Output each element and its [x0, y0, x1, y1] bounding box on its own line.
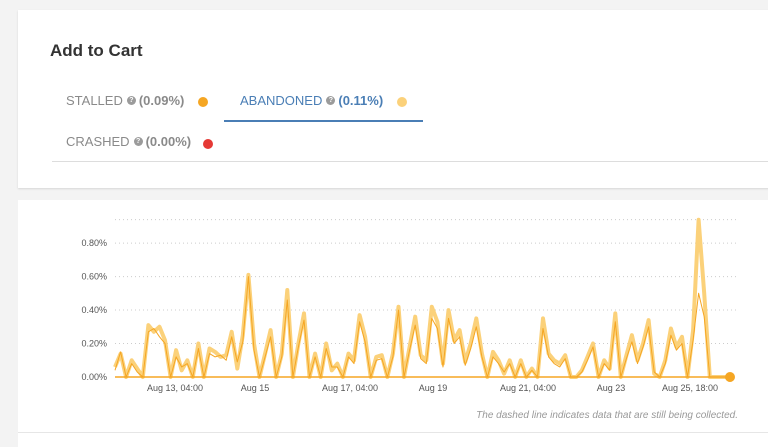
series-line-1[interactable] [114, 276, 732, 378]
tab-abandoned-label: ABANDONED [240, 93, 323, 108]
chart-card: 0.00% 0.20% 0.40% 0.60% 0.80% Aug 13, 04:00 A… [18, 200, 768, 447]
y-tick-label: 0.40% [81, 305, 107, 315]
y-tick-label: 0.20% [81, 339, 107, 349]
tabs-divider [52, 161, 768, 162]
help-icon[interactable]: ? [126, 96, 136, 105]
x-tick-label: Aug 17, 04:00 [322, 383, 378, 393]
tab-crashed-value: (0.00%) [145, 134, 192, 149]
y-tick-label: 0.00% [81, 372, 107, 382]
tab-stalled-value: (0.09%) [138, 93, 185, 108]
active-tab-indicator [224, 120, 423, 122]
help-icon[interactable]: ? [133, 137, 143, 146]
help-icon[interactable]: ? [326, 96, 336, 105]
tab-abandoned-value: (0.11%) [338, 93, 384, 108]
line-chart[interactable]: 0.00% 0.20% 0.40% 0.60% 0.80% Aug 13, 04:00 A… [18, 200, 768, 400]
tab-crashed-label: CRASHED [66, 134, 130, 149]
x-tick-label: Aug 15 [241, 383, 270, 393]
y-tick-label: 0.60% [81, 272, 107, 282]
card-title: Add to Cart [50, 41, 143, 60]
x-tick-label: Aug 23 [597, 383, 626, 393]
tab-stalled-label: STALLED [66, 93, 123, 108]
stalled-color-dot [198, 97, 208, 107]
series-line-0[interactable] [113, 217, 732, 379]
x-tick-label: Aug 13, 04:00 [147, 383, 203, 393]
add-to-cart-card: Add to Cart STALLED ? (0.09%) ABANDONED … [18, 10, 768, 188]
crashed-color-dot [203, 139, 213, 149]
tab-crashed[interactable]: CRASHED ? (0.00%) [66, 134, 191, 149]
tab-abandoned[interactable]: ABANDONED ? (0.11%) [240, 93, 383, 108]
y-tick-label: 0.80% [81, 238, 107, 248]
chart-footnote: The dashed line indicates data that are … [476, 410, 738, 421]
x-tick-label: Aug 19 [419, 383, 448, 393]
tab-stalled[interactable]: STALLED ? (0.09%) [66, 93, 184, 108]
abandoned-color-dot [397, 97, 407, 107]
card-bottom-divider [18, 432, 768, 433]
x-tick-label: Aug 21, 04:00 [500, 383, 556, 393]
x-tick-label: Aug 25, 18:00 [662, 383, 718, 393]
series-end-marker[interactable] [725, 372, 735, 382]
